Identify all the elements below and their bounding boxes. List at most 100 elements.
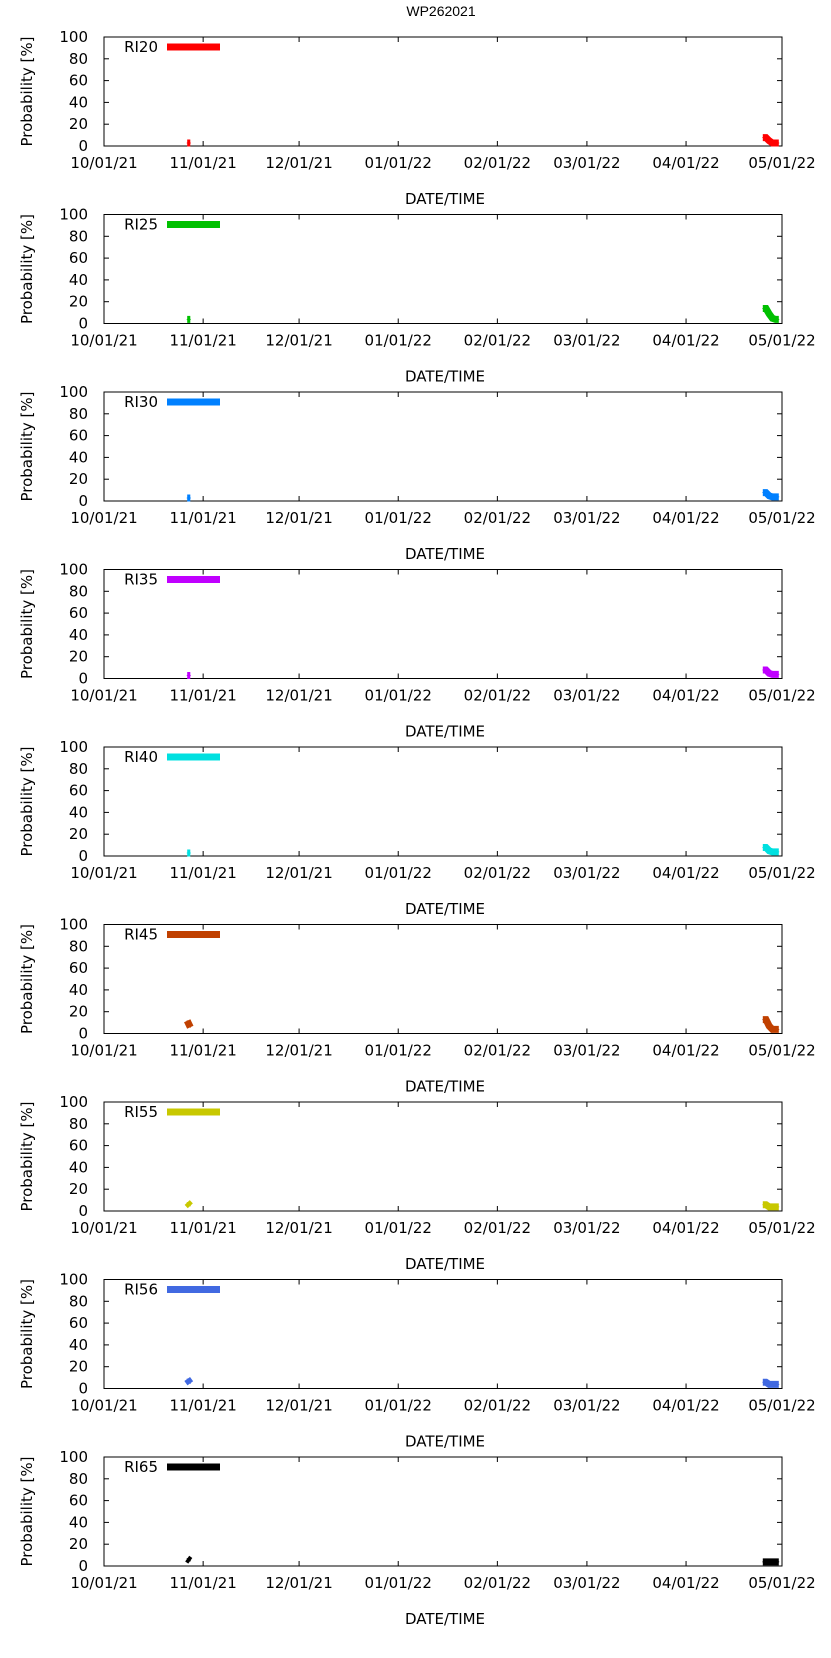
y-tick-label: 80 xyxy=(69,582,88,600)
x-axis-label: DATE/TIME xyxy=(405,723,485,741)
x-tick-label: 05/01/22 xyxy=(748,509,815,527)
data-point xyxy=(186,1202,188,1204)
x-tick-label: 10/01/21 xyxy=(70,1042,137,1060)
y-tick-label: 0 xyxy=(78,1557,88,1575)
data-point xyxy=(186,497,188,499)
data-point xyxy=(189,497,191,499)
x-tick-label: 10/01/21 xyxy=(70,1219,137,1237)
x-tick-label: 04/01/22 xyxy=(652,1219,719,1237)
data-point xyxy=(762,1019,764,1021)
data-point xyxy=(778,1561,780,1563)
y-tick-label: 0 xyxy=(78,137,88,155)
x-tick-label: 12/01/21 xyxy=(265,1397,332,1415)
x-tick-label: 04/01/22 xyxy=(652,1042,719,1060)
y-tick-label: 100 xyxy=(59,561,88,579)
x-tick-label: 05/01/22 xyxy=(748,1397,815,1415)
y-tick-label: 0 xyxy=(78,847,88,865)
panel-ri20: 0 20 40 60 80 100 10/01/21 11/01/21 12/01/21 01/0… xyxy=(18,28,816,208)
y-tick-label: 60 xyxy=(69,1314,88,1332)
data-point xyxy=(778,142,780,144)
x-tick-label: 10/01/21 xyxy=(70,1397,137,1415)
data-point xyxy=(768,495,770,497)
x-tick-label: 12/01/21 xyxy=(265,1042,332,1060)
y-tick-label: 20 xyxy=(69,1180,88,1198)
y-tick-label: 20 xyxy=(69,648,88,666)
legend-label: RI45 xyxy=(124,926,158,944)
y-tick-label: 20 xyxy=(69,115,88,133)
series-line xyxy=(185,1555,193,1564)
x-tick-label: 11/01/21 xyxy=(169,154,236,172)
data-point xyxy=(775,673,777,675)
data-point xyxy=(762,492,764,494)
plot-frame xyxy=(103,924,783,1034)
x-tick-label: 12/01/21 xyxy=(265,154,332,172)
series-line xyxy=(184,1200,193,1209)
data-point xyxy=(775,851,777,853)
x-tick-label: 03/01/22 xyxy=(553,332,620,350)
x-tick-label: 02/01/22 xyxy=(464,687,531,705)
x-tick-label: 03/01/22 xyxy=(553,1574,620,1592)
x-axis-label: DATE/TIME xyxy=(405,900,485,918)
legend-label: RI30 xyxy=(124,393,158,411)
data-point xyxy=(775,1561,777,1563)
y-tick-label: 0 xyxy=(78,1202,88,1220)
legend-label: RI20 xyxy=(124,38,158,56)
legend-label: RI56 xyxy=(124,1281,158,1299)
data-point xyxy=(765,1561,767,1563)
plot-frame xyxy=(103,1279,783,1389)
y-axis-label: Probability [%] xyxy=(18,214,36,324)
data-point xyxy=(765,492,767,494)
data-point xyxy=(771,1383,773,1385)
y-tick-label: 80 xyxy=(69,760,88,778)
plot-frame xyxy=(103,214,783,324)
y-axis-label: Probability [%] xyxy=(18,924,36,1034)
x-tick-label: 04/01/22 xyxy=(652,509,719,527)
x-tick-label: 02/01/22 xyxy=(464,154,531,172)
y-tick-label: 100 xyxy=(59,738,88,756)
x-tick-label: 02/01/22 xyxy=(464,1219,531,1237)
x-axis-label: DATE/TIME xyxy=(405,368,485,386)
data-point xyxy=(768,1561,770,1563)
data-point xyxy=(186,675,188,676)
x-tick-label: 11/01/21 xyxy=(169,1397,236,1415)
data-point xyxy=(778,1028,780,1030)
x-tick-label: 01/01/22 xyxy=(365,864,432,882)
data-point xyxy=(189,142,191,144)
y-tick-label: 0 xyxy=(78,492,88,510)
x-tick-label: 05/01/22 xyxy=(748,154,815,172)
data-point xyxy=(771,317,773,319)
data-point xyxy=(771,496,773,498)
data-point xyxy=(778,1383,780,1385)
data-point xyxy=(768,1383,770,1385)
y-tick-label: 80 xyxy=(69,227,88,245)
data-point xyxy=(186,1558,188,1560)
data-point xyxy=(775,1206,777,1208)
data-point xyxy=(762,308,764,310)
data-point xyxy=(762,669,764,671)
y-tick-label: 0 xyxy=(78,1025,88,1043)
x-tick-label: 12/01/21 xyxy=(265,1574,332,1592)
y-tick-label: 20 xyxy=(69,1535,88,1553)
y-tick-label: 60 xyxy=(69,72,88,90)
y-tick-label: 40 xyxy=(69,448,88,466)
y-tick-label: 60 xyxy=(69,427,88,445)
y-tick-label: 80 xyxy=(69,1470,88,1488)
panel-ri30: 0 20 40 60 80 100 10/01/21 11/01/21 12/01/21 01/0… xyxy=(18,383,816,563)
x-tick-label: 05/01/22 xyxy=(748,1219,815,1237)
series-line xyxy=(762,666,779,678)
data-point xyxy=(189,675,191,676)
y-axis-label: Probability [%] xyxy=(18,569,36,679)
y-tick-label: 100 xyxy=(59,1271,88,1289)
x-tick-label: 02/01/22 xyxy=(464,332,531,350)
x-tick-label: 03/01/22 xyxy=(553,1042,620,1060)
y-tick-label: 40 xyxy=(69,626,88,644)
data-point xyxy=(775,142,777,144)
y-tick-label: 100 xyxy=(59,916,88,934)
x-tick-label: 12/01/21 xyxy=(265,332,332,350)
data-point xyxy=(768,850,770,852)
y-tick-label: 40 xyxy=(69,93,88,111)
x-tick-label: 04/01/22 xyxy=(652,687,719,705)
x-tick-label: 04/01/22 xyxy=(652,1574,719,1592)
x-tick-label: 03/01/22 xyxy=(553,154,620,172)
data-point xyxy=(765,847,767,849)
